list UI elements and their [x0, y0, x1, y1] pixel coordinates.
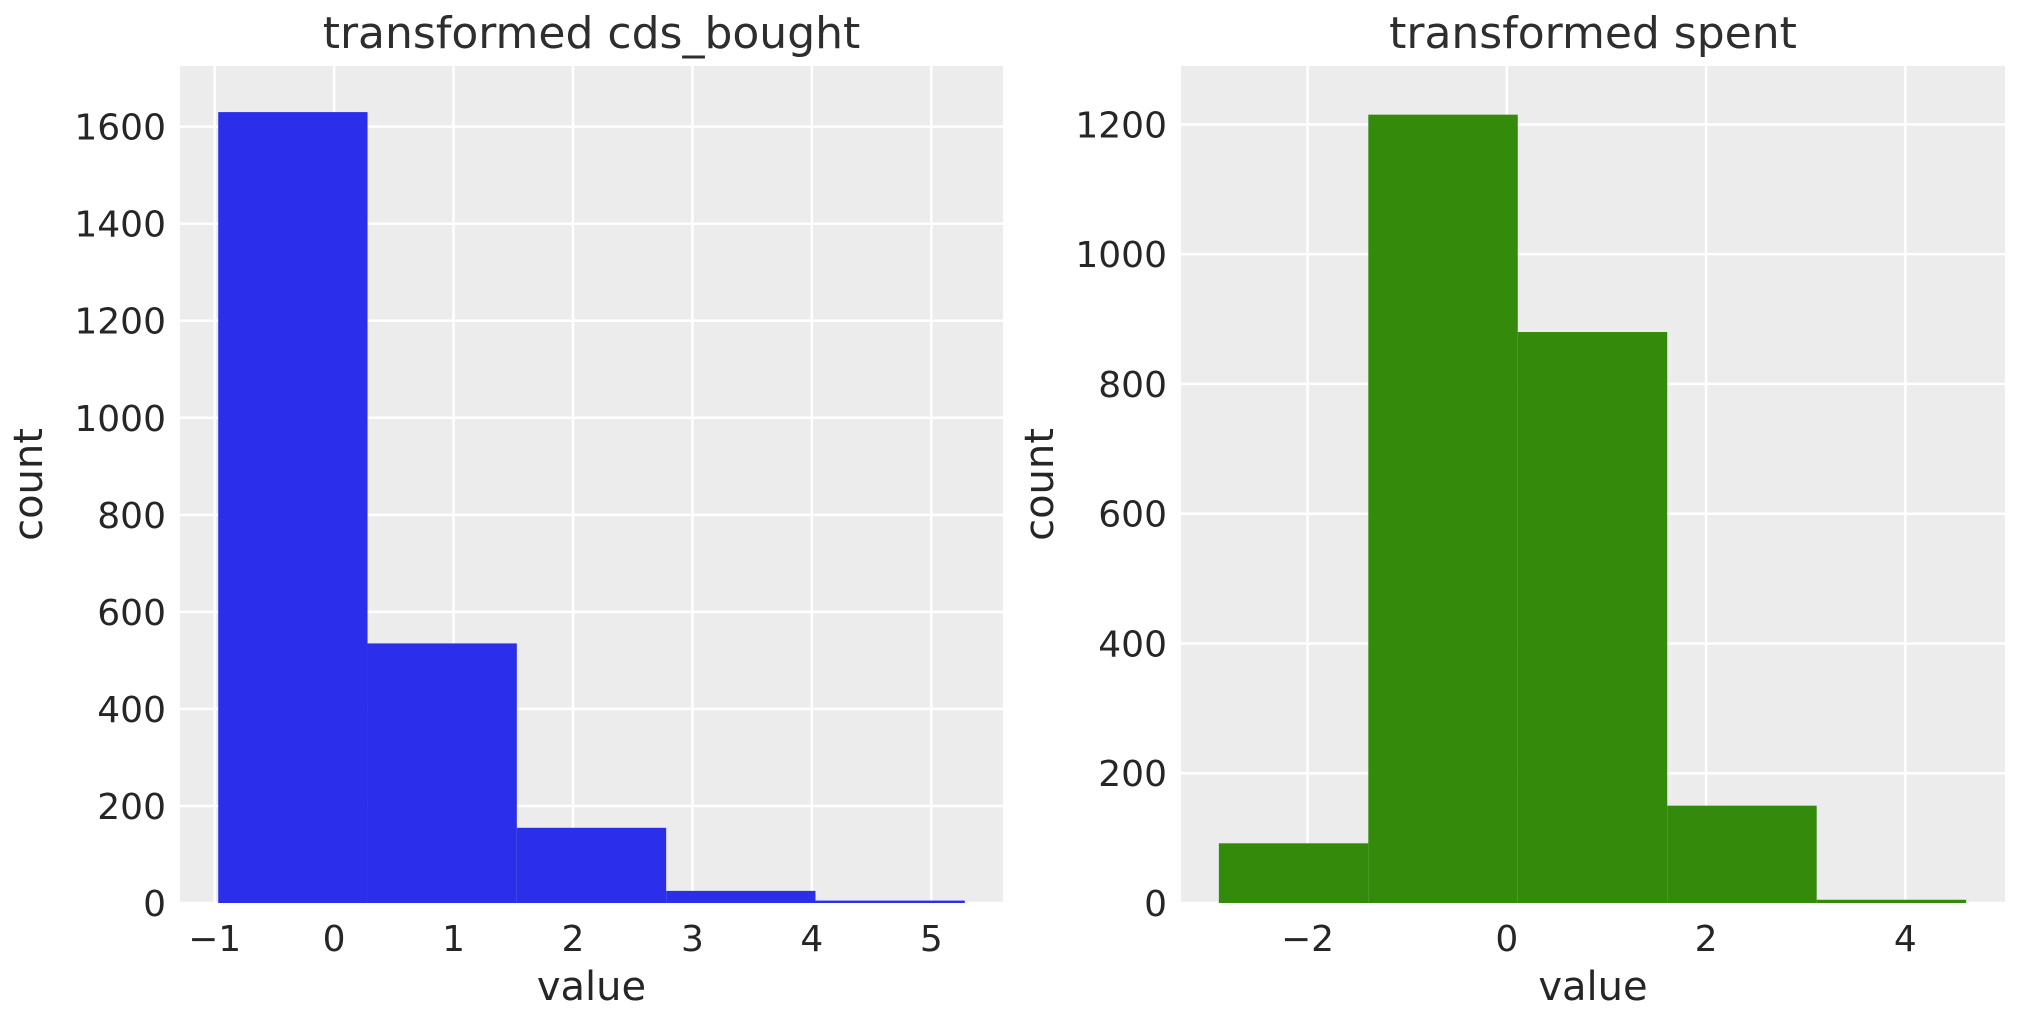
- x-axis-label: value: [1538, 964, 1647, 1010]
- y-tick-label: 1200: [74, 302, 166, 343]
- y-tick-label: 800: [1098, 365, 1167, 406]
- y-tick-label: 200: [97, 787, 166, 828]
- x-axis-label: value: [537, 964, 646, 1010]
- histogram-spent-canvas: −2 0 2 4 0 200 400 600 800 1000 1200 value count tran…: [1017, 8, 2005, 1010]
- y-tick-label: 1000: [1075, 235, 1167, 276]
- histogram-panel-cds-bought: −1 0 1 2 3 4 5 0 200 400 600 800 1000 1200 1400 1600 val…: [0, 0, 1011, 1023]
- y-tick-label: 1400: [74, 205, 166, 246]
- x-tick-label: 3: [681, 919, 704, 960]
- histogram-bar: [367, 643, 517, 903]
- histogram-cds-bought-canvas: −1 0 1 2 3 4 5 0 200 400 600 800 1000 1200 1400 1600 val…: [6, 8, 1003, 1010]
- x-tick-label: −2: [1281, 919, 1334, 960]
- histogram-panel-spent: −2 0 2 4 0 200 400 600 800 1000 1200 value count tran…: [1011, 0, 2023, 1023]
- histogram-bar: [666, 890, 816, 903]
- histogram-bar: [1517, 332, 1668, 903]
- chart-title: transformed cds_bought: [323, 8, 861, 59]
- y-tick-label: 0: [1144, 884, 1167, 925]
- chart-title: transformed spent: [1389, 8, 1797, 59]
- y-axis-label: count: [6, 428, 52, 541]
- x-tick-label: 0: [323, 919, 346, 960]
- y-tick-label: 200: [1098, 754, 1167, 795]
- histogram-bar: [1667, 805, 1817, 903]
- y-tick-label: 800: [97, 496, 166, 537]
- x-tick-label: 4: [800, 919, 823, 960]
- x-tick-label: 0: [1495, 919, 1518, 960]
- histogram-bar: [218, 112, 368, 904]
- y-tick-label: 1600: [74, 108, 166, 149]
- y-tick-label: 600: [1098, 495, 1167, 536]
- y-tick-label: 0: [143, 884, 166, 925]
- histogram-bar: [1816, 899, 1967, 903]
- x-tick-label: −1: [188, 919, 241, 960]
- y-tick-label: 400: [97, 690, 166, 731]
- histogram-bar: [1368, 114, 1518, 904]
- histogram-bar: [516, 827, 667, 903]
- y-tick-label: 400: [1098, 624, 1167, 665]
- x-tick-label: 4: [1894, 919, 1917, 960]
- y-axis-label: count: [1017, 428, 1063, 541]
- x-tick-label: 5: [920, 919, 943, 960]
- histogram-bar: [1218, 843, 1369, 903]
- histogram-bar: [815, 900, 965, 903]
- y-tick-label: 1200: [1075, 105, 1167, 146]
- y-tick-label: 600: [97, 593, 166, 634]
- x-tick-label: 2: [562, 919, 585, 960]
- x-tick-label: 2: [1695, 919, 1718, 960]
- y-tick-label: 1000: [74, 399, 166, 440]
- x-tick-label: 1: [442, 919, 465, 960]
